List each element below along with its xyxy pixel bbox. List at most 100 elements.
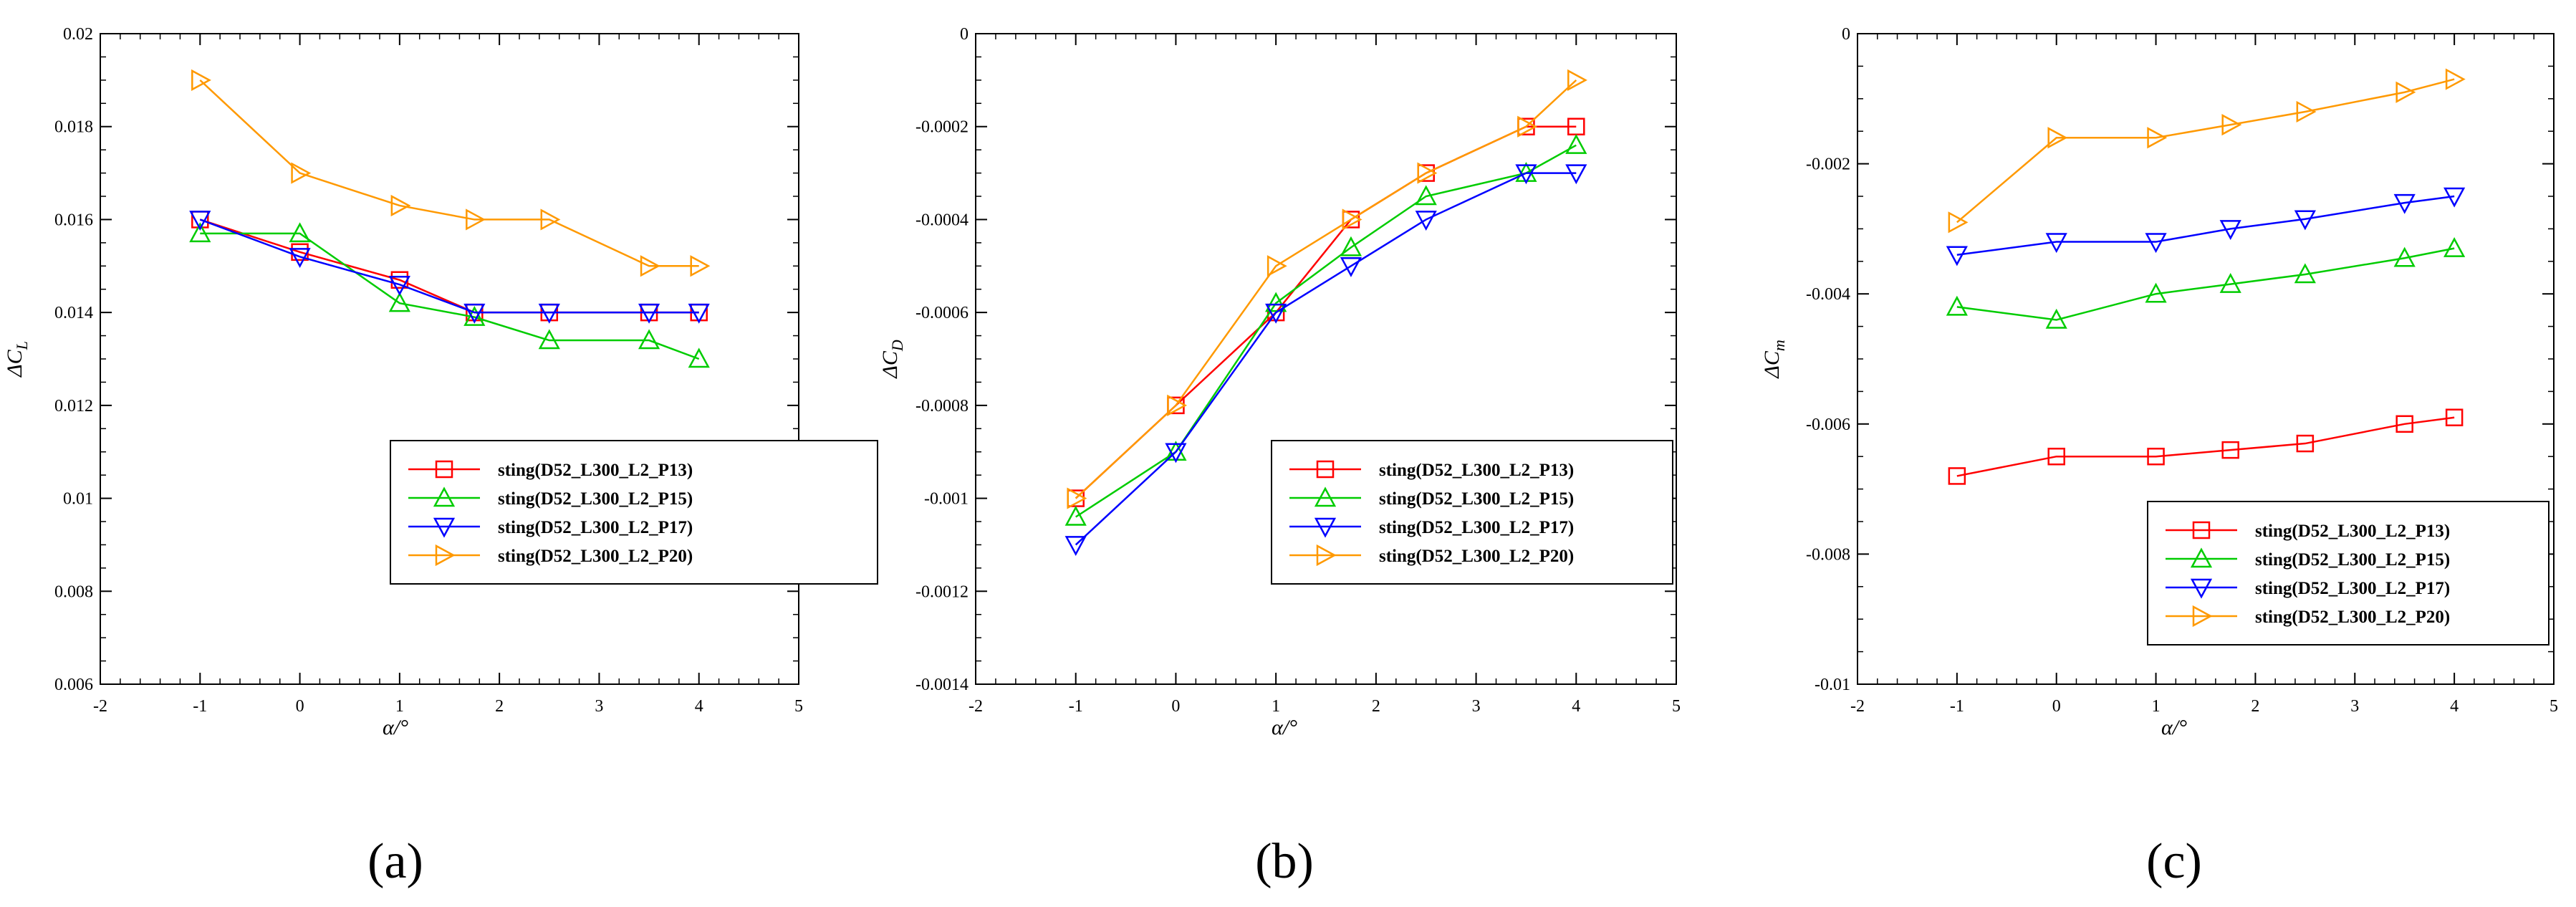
y-tick-label: -0.004: [1806, 285, 1850, 304]
x-tick-label: 0: [2052, 697, 2061, 716]
series-line: [1956, 195, 2455, 256]
data-point: [2145, 233, 2167, 254]
x-tick-label: -1: [193, 697, 207, 716]
data-point: [2395, 81, 2416, 103]
data-point: [540, 208, 561, 231]
data-point: [2219, 220, 2241, 241]
data-point: [1948, 211, 1969, 234]
data-point: [2296, 434, 2315, 453]
data-point: [1340, 236, 1363, 256]
y-axis-label-main: ΔC: [3, 349, 27, 378]
y-axis-label-subscript: D: [888, 340, 906, 352]
data-point: [1064, 505, 1087, 526]
data-point: [2443, 187, 2466, 208]
legend-marker: [433, 486, 456, 507]
legend-box: [2147, 501, 2549, 646]
legend: sting(D52_L300_L2_P13) sting(D52_L300_L2_…: [390, 440, 878, 585]
x-tick-label: 4: [1572, 697, 1580, 716]
data-point: [1265, 292, 1287, 312]
data-point: [463, 303, 486, 324]
x-tick-label: 0: [296, 697, 304, 716]
data-point: [2445, 68, 2466, 90]
legend-label: sting(D52_L300_L2_P17): [2255, 579, 2450, 598]
series-line: [1075, 172, 1577, 546]
panel-label: (b): [1255, 834, 1314, 889]
series-3: [1946, 187, 2466, 267]
y-tick-label: 0.012: [54, 397, 93, 416]
data-point: [2219, 272, 2241, 293]
data-point: [189, 222, 211, 243]
x-tick-label: 1: [1272, 697, 1280, 716]
legend-marker: [435, 544, 456, 567]
data-point: [2147, 127, 2168, 149]
data-point: [2294, 263, 2316, 284]
data-point: [1265, 303, 1287, 324]
x-tick-label: -2: [93, 697, 107, 716]
data-point: [388, 275, 410, 296]
data-point: [1064, 536, 1087, 557]
data-point: [2445, 408, 2464, 426]
data-point: [2443, 237, 2466, 257]
y-axis-label: ΔCL: [3, 341, 31, 378]
series-4: [191, 69, 711, 277]
legend-label: sting(D52_L300_L2_P15): [2255, 550, 2450, 570]
legend-label: sting(D52_L300_L2_P17): [498, 518, 693, 537]
series-line: [199, 219, 699, 314]
y-axis-label-main: ΔC: [878, 350, 902, 379]
y-tick-label: 0.02: [63, 25, 93, 44]
data-point: [1340, 257, 1363, 277]
data-point: [640, 255, 660, 277]
data-point: [2221, 441, 2239, 459]
series-4: [1067, 69, 1587, 509]
data-point: [466, 208, 486, 231]
x-tick-label: 5: [1672, 697, 1681, 716]
x-tick-label: 2: [1372, 697, 1380, 716]
data-point: [638, 329, 660, 350]
series-line: [199, 79, 699, 267]
data-point: [1417, 162, 1438, 184]
data-point: [638, 303, 660, 324]
legend-marker: [2190, 547, 2213, 568]
data-point: [2393, 246, 2416, 267]
legend-box: [1271, 440, 1673, 585]
x-tick-label: 3: [1472, 697, 1481, 716]
y-axis-label-main: ΔC: [1760, 350, 1784, 379]
data-point: [1067, 487, 1087, 509]
legend-marker: [1314, 486, 1337, 507]
series-3: [189, 211, 710, 324]
data-point: [2047, 447, 2065, 466]
y-tick-label: -0.008: [1806, 545, 1850, 564]
data-point: [189, 211, 211, 231]
chart-panel-a: -2 -1 0 1 2 3 4 5 0.006 0.008 0.01 0.012 0.014 0.016 0…: [3, 25, 878, 889]
series-4: [1948, 68, 2466, 234]
data-point: [538, 329, 560, 350]
x-tick-label: 1: [2152, 697, 2161, 716]
y-tick-label: -0.0002: [915, 118, 969, 137]
data-point: [1565, 134, 1587, 154]
panel-label: (c): [2146, 834, 2202, 889]
series-3: [1064, 164, 1587, 557]
legend: sting(D52_L300_L2_P13) sting(D52_L300_L2_…: [2147, 501, 2549, 646]
data-point: [690, 255, 711, 277]
data-point: [289, 222, 311, 243]
x-tick-label: 5: [2549, 697, 2558, 716]
x-tick-label: 1: [395, 697, 404, 716]
y-tick-label: -0.0012: [915, 582, 969, 601]
x-tick-label: 3: [2350, 697, 2359, 716]
x-tick-label: 4: [2450, 697, 2459, 716]
x-tick-label: 4: [695, 697, 703, 716]
x-tick-label: -2: [1850, 697, 1865, 716]
data-point: [2147, 447, 2165, 466]
x-tick-label: -1: [1950, 697, 1964, 716]
data-point: [1946, 246, 1968, 267]
y-tick-label: -0.0014: [915, 676, 969, 694]
data-point: [388, 292, 410, 312]
y-tick-label: -0.0008: [915, 397, 969, 416]
chart-panel-b: -2 -1 0 1 2 3 4 5 -0.0014 -0.0012 -0.001 -0.0008 -0.…: [878, 25, 1681, 889]
y-axis-label: ΔCm: [1760, 340, 1788, 379]
data-point: [1515, 164, 1537, 185]
y-axis-label: ΔCD: [878, 340, 906, 379]
data-point: [289, 248, 311, 268]
legend-label: sting(D52_L300_L2_P15): [1379, 489, 1574, 509]
